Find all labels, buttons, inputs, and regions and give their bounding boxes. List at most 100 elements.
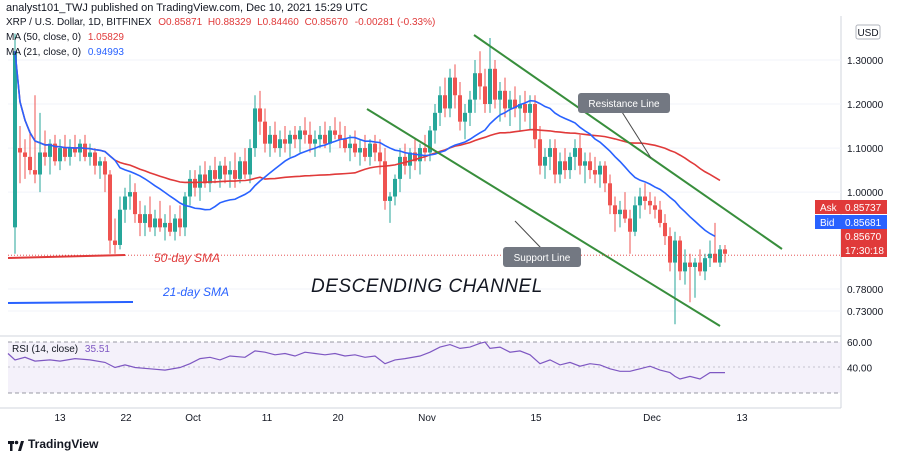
candle-body xyxy=(498,90,502,100)
candle-body xyxy=(633,205,637,232)
price-badge: 0.85670 xyxy=(841,229,887,243)
candle-body xyxy=(548,148,552,157)
candle-body xyxy=(638,196,642,206)
candle-body xyxy=(318,134,322,140)
candle-body xyxy=(478,73,482,87)
candle-body xyxy=(708,253,712,259)
candle-body xyxy=(98,161,102,166)
candle-body xyxy=(683,262,687,272)
candle-body xyxy=(128,192,132,197)
candle-body xyxy=(268,134,272,144)
candle-body xyxy=(538,139,542,166)
currency-label: USD xyxy=(857,28,878,39)
sma50-line xyxy=(14,51,721,184)
candle-body xyxy=(453,77,457,96)
ma21-value: 0.94993 xyxy=(88,47,125,58)
candle-body xyxy=(333,130,337,135)
price-badge-tag-label: Ask xyxy=(820,203,838,214)
candle-body xyxy=(528,104,532,113)
candle-body xyxy=(408,152,412,166)
support-callout-pointer xyxy=(514,220,542,249)
rsi-value: 35.51 xyxy=(85,344,110,355)
candle-body xyxy=(413,152,417,162)
candle-body xyxy=(518,104,522,109)
candle-body xyxy=(593,170,597,175)
x-tick-label: Nov xyxy=(418,413,436,424)
candle-body xyxy=(133,192,137,215)
candle-body xyxy=(223,165,227,175)
candle-body xyxy=(273,134,277,149)
price-badge: 17:30:18 xyxy=(841,243,887,257)
rsi-line xyxy=(7,341,725,380)
candle-body xyxy=(58,148,62,162)
price-badge: Ask 0.85737 xyxy=(815,200,887,214)
ma21-label: MA (21, close, 0) xyxy=(6,47,81,58)
candle-body xyxy=(63,148,67,157)
sma21-legend-line xyxy=(7,301,134,304)
candle-body xyxy=(258,108,262,122)
price-badge: Bid 0.85681 xyxy=(815,215,887,229)
candle-body xyxy=(698,262,702,272)
currency-badge[interactable] xyxy=(855,24,881,40)
candle-body xyxy=(428,130,432,153)
candle-body xyxy=(558,161,562,175)
candle-body xyxy=(523,104,527,113)
candle-body xyxy=(643,196,647,201)
candle-body xyxy=(283,139,287,144)
price-badge-value: 0.85737 xyxy=(845,203,882,214)
candle-body xyxy=(598,165,602,175)
candle-body xyxy=(508,99,512,109)
ma50-value: 1.05829 xyxy=(88,32,125,43)
price-badge-value: 17:30:18 xyxy=(845,246,884,257)
sma21-annotation: 21-day SMA xyxy=(162,285,229,299)
candle-body xyxy=(588,161,592,171)
rsi-legend: RSI (14, close) 35.51 xyxy=(12,344,110,355)
price-badge-box xyxy=(841,229,887,243)
price-badge-value: 0.85670 xyxy=(845,232,882,243)
y-tick-label: 0.78000 xyxy=(847,285,884,296)
footer: TradingView xyxy=(0,430,900,457)
channel-title: DESCENDING CHANNEL xyxy=(311,276,543,297)
candle-body xyxy=(203,174,207,184)
candle-body xyxy=(678,240,682,272)
candle-body xyxy=(488,68,492,105)
candle-body xyxy=(73,148,77,153)
price-badge-box xyxy=(841,243,887,257)
ohlc-change: -0.00281 (-0.33%) xyxy=(355,17,436,28)
candle-body xyxy=(253,108,257,149)
candle-body xyxy=(493,68,497,100)
candle-body xyxy=(323,134,327,144)
candle-body xyxy=(383,161,387,201)
candle-body xyxy=(198,174,202,188)
candle-body xyxy=(28,156,32,171)
candle-body xyxy=(208,170,212,184)
x-tick-label: 11 xyxy=(262,413,273,424)
candle-body xyxy=(328,130,332,144)
candle-body xyxy=(433,112,437,131)
candle-body xyxy=(573,148,577,157)
x-tick-label: 13 xyxy=(54,413,66,424)
candle-body xyxy=(48,143,52,157)
candle-body xyxy=(298,130,302,140)
ohlc-close: C0.85670 xyxy=(305,17,349,28)
y-tick-label: 0.73000 xyxy=(847,307,884,318)
tradingview-logo[interactable]: TradingView xyxy=(8,436,98,452)
candle-body xyxy=(448,77,452,109)
price-chart-svg[interactable]: 1.30000 1.20000 1.10000 1.00000 0.78000 0.730… xyxy=(0,16,900,430)
candle-body xyxy=(563,161,567,171)
rsi-label: RSI (14, close) xyxy=(12,344,78,355)
ma50-label: MA (50, close, 0) xyxy=(6,32,81,43)
y-tick-label: 1.20000 xyxy=(847,100,884,111)
candle-body xyxy=(423,148,427,153)
candle-body xyxy=(603,165,607,184)
candle-body xyxy=(193,178,197,188)
symbol-title: XRP / U.S. Dollar, 1D, BITFINEX xyxy=(6,17,152,28)
candle-body xyxy=(503,90,507,109)
candle-body xyxy=(723,249,727,254)
resistance-callout-label: Resistance Line xyxy=(588,99,660,110)
candle-body xyxy=(663,222,667,237)
candle-body xyxy=(173,218,177,232)
support-callout-label: Support Line xyxy=(514,253,571,264)
chart-area[interactable]: 1.30000 1.20000 1.10000 1.00000 0.78000 0.730… xyxy=(0,16,900,430)
candle-body xyxy=(368,143,372,157)
